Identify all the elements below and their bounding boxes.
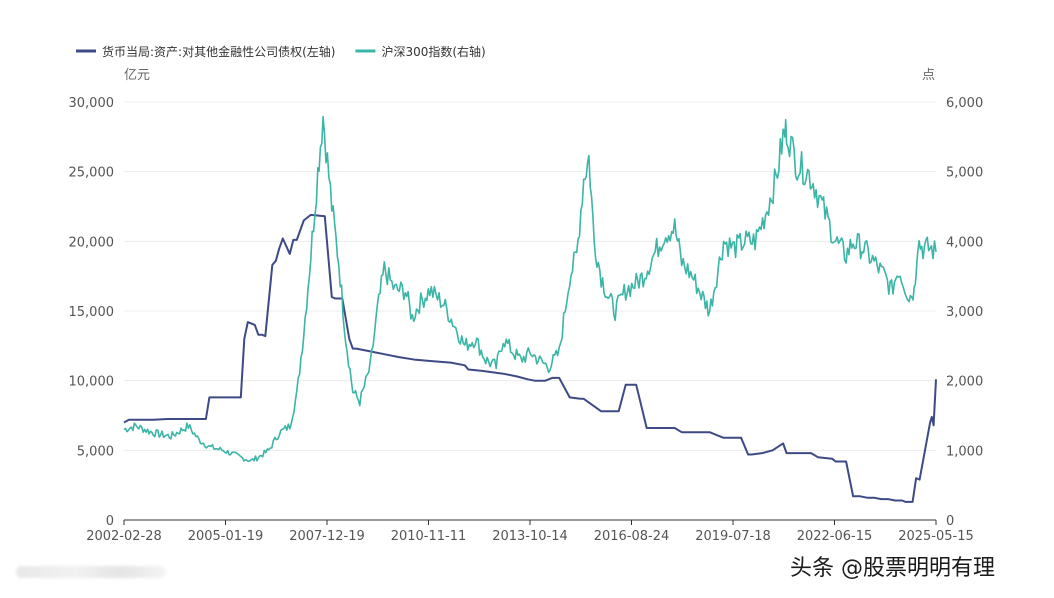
left-axis-ticks: 0 5,000 10,000 15,000 20,000 25,000 30,000 [69,96,115,529]
right-axis-ticks: 0 1,000 2,000 3,000 4,000 5,000 6,000 [946,96,983,529]
x-tick-label: 2013-10-14 [492,529,568,544]
legend-item-2[interactable]: 沪深300指数(右轴) [355,44,486,59]
grid-lines [124,101,936,451]
x-tick-label: 2022-06-15 [797,529,873,544]
legend-label: 货币当局:资产:对其他金融性公司债权(左轴) [102,44,335,59]
right-tick-label: 5,000 [946,166,983,181]
left-tick-label: 5,000 [77,444,114,459]
right-axis-unit: 点 [922,68,935,83]
left-axis-unit: 亿元 [124,68,150,83]
x-tick-label: 2002-02-28 [86,529,162,544]
x-tick-label: 2025-05-15 [898,529,974,544]
series-line-1 [123,213,937,503]
right-tick-label: 2,000 [946,375,983,390]
left-tick-label: 10,000 [69,375,115,390]
right-tick-label: 4,000 [946,235,983,250]
left-tick-label: 30,000 [69,96,115,111]
right-tick-label: 0 [946,514,954,529]
right-tick-label: 1,000 [946,444,983,459]
left-tick-label: 25,000 [69,166,115,181]
series-line-2 [123,115,937,463]
x-axis-ticks: 2002-02-28 2005-01-19 2007-12-19 2010-11-11… [86,520,974,544]
x-tick-label: 2007-12-19 [289,529,365,544]
x-tick-label: 2010-11-11 [391,529,467,544]
left-tick-label: 20,000 [69,235,115,250]
watermark: 头条 @股票明明有理 [790,556,995,581]
blurred-source-text [16,566,166,578]
left-tick-label: 0 [106,514,114,529]
x-tick-label: 2019-07-18 [695,529,771,544]
legend-item-1[interactable]: 货币当局:资产:对其他金融性公司债权(左轴) [76,44,335,59]
x-tick-label: 2016-08-24 [594,529,670,544]
x-tick-label: 2005-01-19 [188,529,264,544]
right-tick-label: 6,000 [946,96,983,111]
left-tick-label: 15,000 [69,305,115,320]
legend-label: 沪深300指数(右轴) [381,44,485,59]
legend[interactable]: 货币当局:资产:对其他金融性公司债权(左轴) 沪深300指数(右轴) [76,44,486,59]
right-tick-label: 3,000 [946,305,983,320]
series-layer [123,115,937,503]
